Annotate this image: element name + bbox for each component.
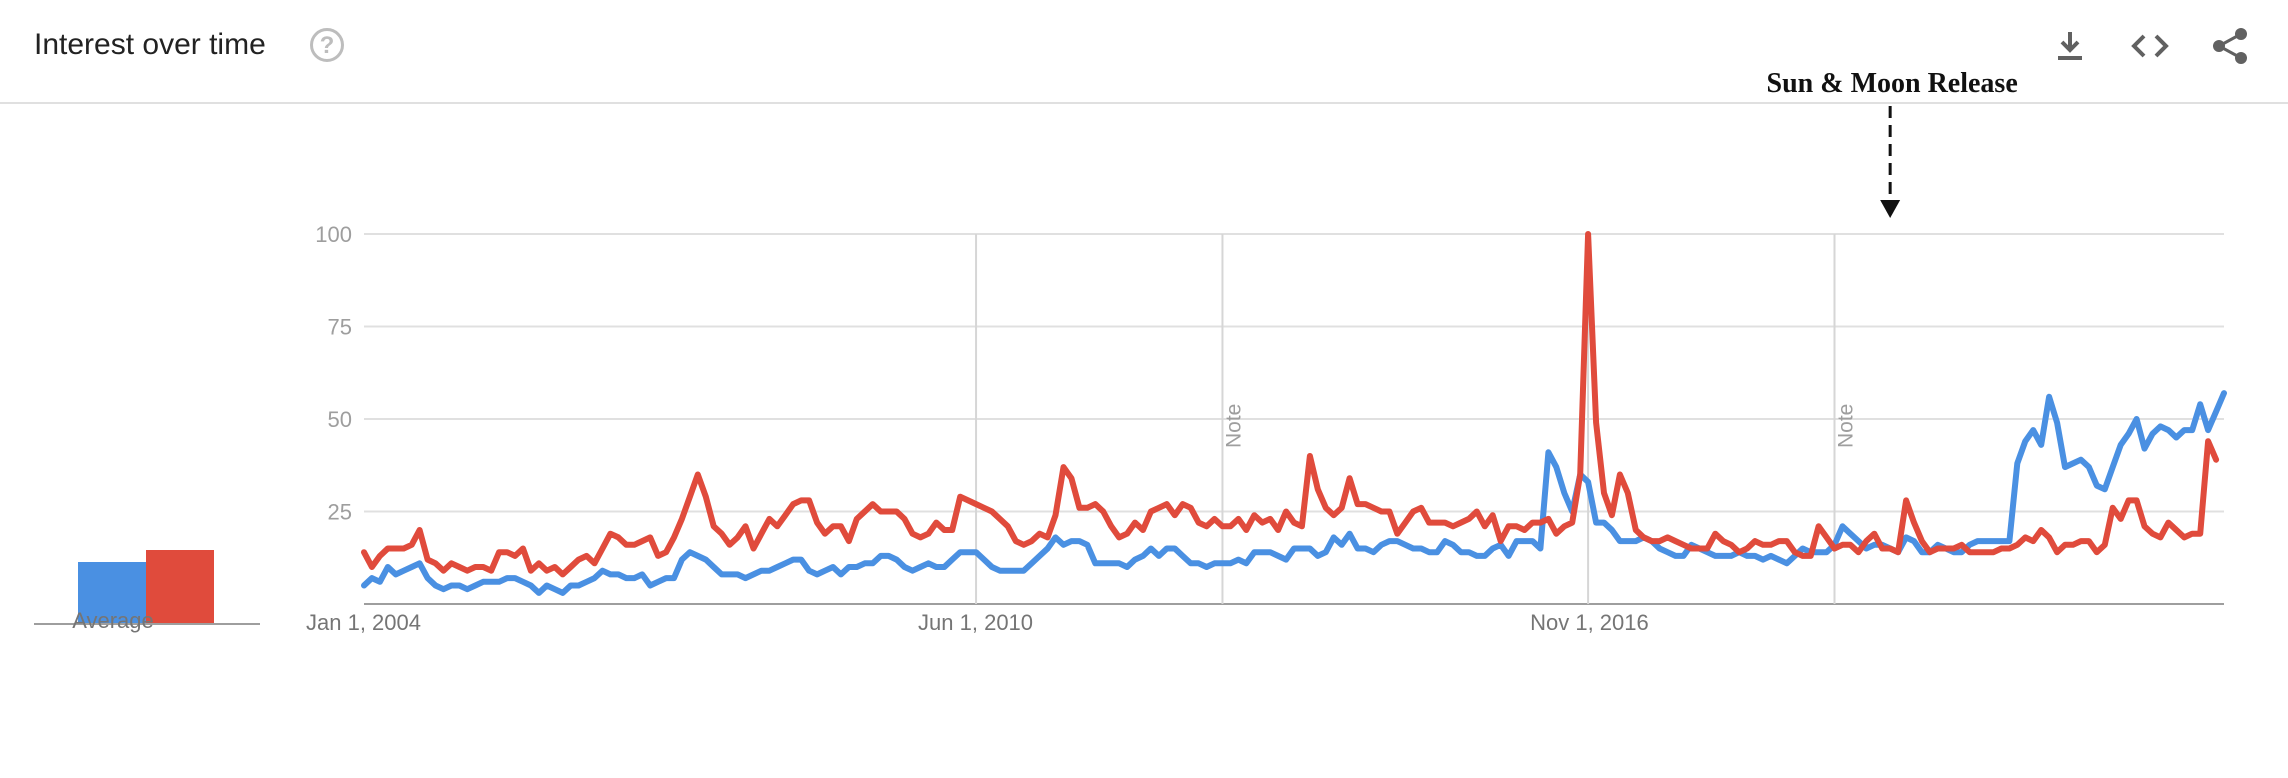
average-label: Average bbox=[72, 608, 154, 633]
share-icon[interactable] bbox=[2210, 26, 2250, 66]
y-tick-label: 25 bbox=[328, 500, 352, 525]
average-bar-red bbox=[146, 550, 214, 624]
annotation-arrow-head bbox=[1880, 200, 1901, 218]
help-icon[interactable]: ? bbox=[310, 28, 344, 62]
chart-header: Interest over time ? bbox=[0, 0, 2288, 104]
note-label: Note bbox=[1222, 404, 1245, 448]
average-bar-blue bbox=[78, 561, 146, 624]
annotation-label: Sun & Moon Release bbox=[1767, 68, 2018, 99]
download-icon[interactable] bbox=[2050, 26, 2090, 66]
y-tick-label: 50 bbox=[328, 407, 352, 432]
x-tick-label: Jan 1, 2004 bbox=[306, 610, 421, 635]
series-line-1 bbox=[361, 231, 2220, 578]
y-tick-label: 75 bbox=[328, 315, 352, 340]
average-panel bbox=[34, 520, 260, 640]
series-line-0 bbox=[361, 390, 2227, 596]
x-tick-label: Nov 1, 2016 bbox=[1530, 610, 1649, 635]
embed-icon[interactable] bbox=[2130, 26, 2170, 66]
x-tick-label: Jun 1, 2010 bbox=[918, 610, 1033, 635]
y-tick-label: 100 bbox=[315, 222, 352, 247]
note-label: Note bbox=[1835, 404, 1858, 448]
average-axis bbox=[34, 623, 260, 625]
chart-title: Interest over time bbox=[34, 28, 266, 61]
